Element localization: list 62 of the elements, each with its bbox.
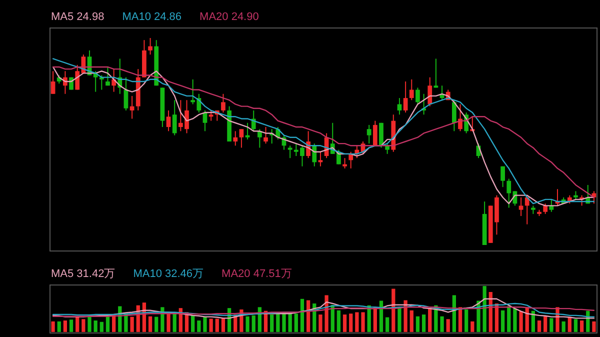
legend: MA5 31.42万 MA10 32.46万 MA20 47.51万	[51, 268, 292, 280]
legend: MA5 24.98 MA10 24.86 MA20 24.90	[51, 11, 259, 23]
bar	[500, 310, 505, 332]
bar	[398, 307, 402, 332]
bar	[464, 309, 468, 332]
bar	[51, 321, 55, 332]
bar	[203, 316, 207, 332]
bar	[574, 319, 578, 332]
bar	[160, 307, 164, 332]
bar	[246, 316, 250, 332]
bar	[379, 300, 384, 332]
bar	[221, 318, 226, 332]
bar	[130, 316, 134, 332]
bar	[191, 315, 195, 332]
bar	[440, 316, 444, 332]
bar	[592, 321, 596, 332]
bar	[470, 321, 474, 332]
bar	[507, 306, 511, 332]
bar	[63, 320, 68, 332]
bar	[252, 315, 256, 332]
bar	[88, 316, 92, 332]
bar	[537, 320, 542, 332]
bar	[172, 313, 176, 332]
bar	[550, 318, 554, 332]
bar	[349, 314, 353, 332]
bar	[531, 310, 536, 332]
bar	[166, 312, 170, 332]
bar	[410, 310, 414, 332]
bar	[94, 320, 98, 332]
bar	[69, 320, 74, 332]
bar	[215, 318, 219, 332]
bar	[300, 298, 304, 332]
bar	[513, 308, 517, 332]
bar	[422, 314, 426, 332]
bar	[318, 314, 322, 332]
bar	[82, 319, 86, 332]
bar	[288, 314, 292, 332]
bar	[197, 320, 201, 332]
bar	[482, 286, 486, 332]
bar	[270, 314, 274, 332]
bar	[580, 320, 584, 332]
bar	[76, 316, 80, 332]
bar	[458, 307, 462, 332]
bar	[57, 321, 61, 332]
bar	[562, 321, 566, 332]
bar	[385, 317, 390, 332]
bar	[428, 308, 432, 332]
bar	[336, 310, 341, 332]
bar	[544, 316, 548, 332]
bar	[276, 314, 280, 332]
bar	[154, 316, 158, 332]
bar	[148, 316, 152, 332]
bar	[355, 312, 359, 332]
bar	[209, 318, 213, 332]
bar	[519, 311, 523, 332]
bar	[282, 312, 286, 332]
bar	[294, 314, 298, 332]
bar	[342, 314, 347, 332]
bar	[446, 319, 450, 332]
bar	[361, 312, 365, 332]
bar	[100, 322, 104, 332]
bar	[416, 316, 420, 332]
